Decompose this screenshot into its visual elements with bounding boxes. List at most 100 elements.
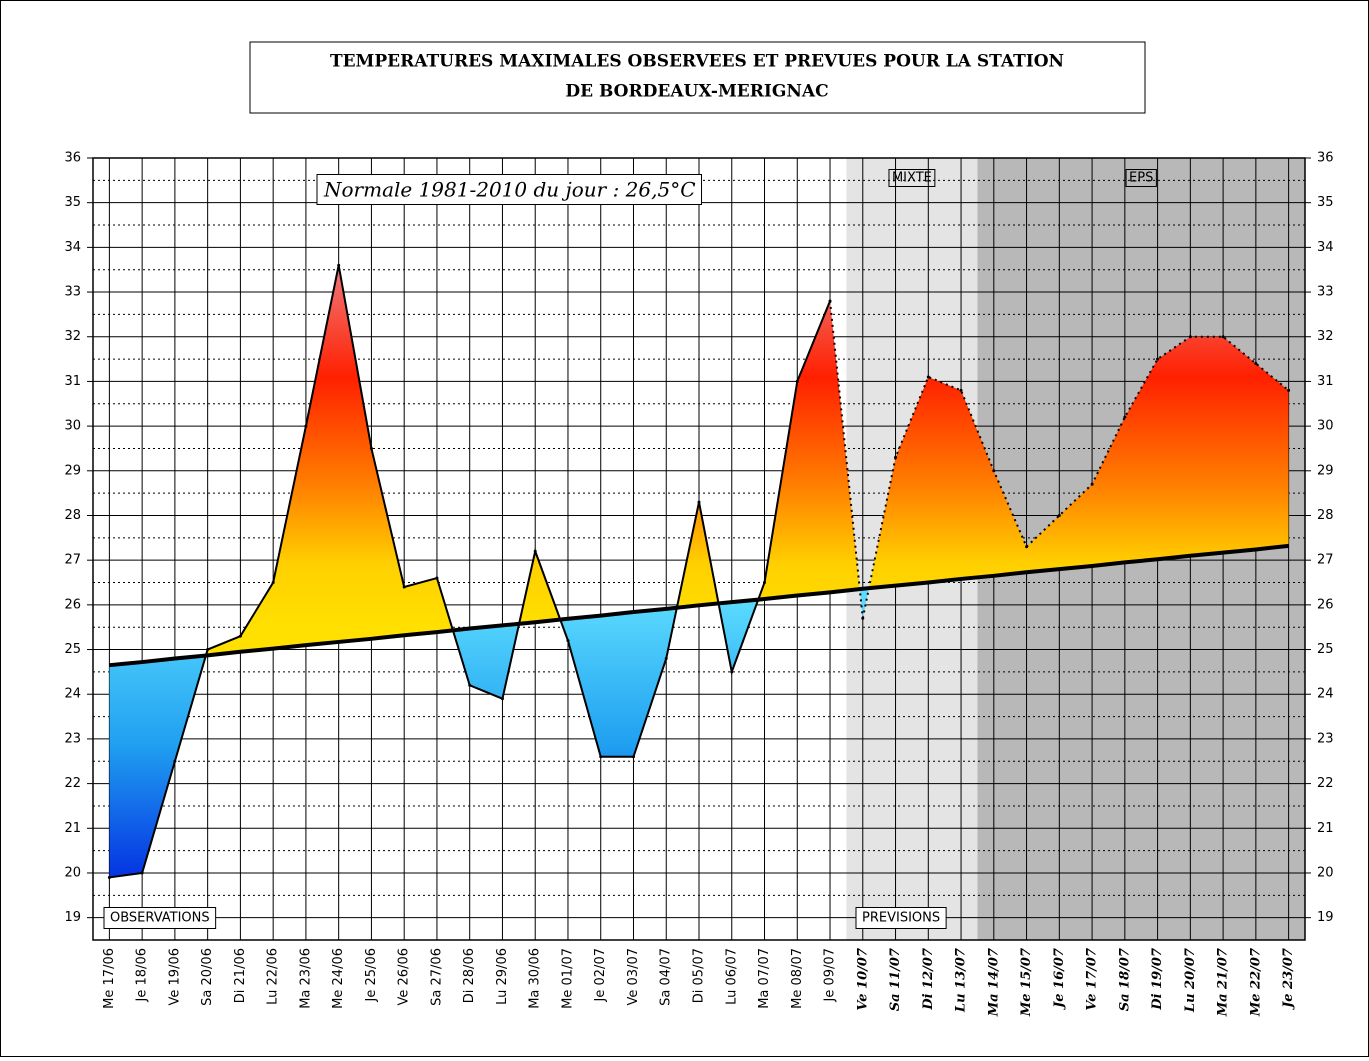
- point: [1254, 362, 1258, 366]
- point: [107, 875, 111, 879]
- y-tick-label: 21: [1317, 821, 1334, 836]
- point: [402, 585, 406, 589]
- point: [1057, 513, 1061, 517]
- y-tick-label: 26: [64, 597, 81, 612]
- y-tick-label: 34: [64, 240, 81, 255]
- zone-label: EPS: [1129, 171, 1153, 186]
- point: [1123, 415, 1127, 419]
- x-tick-label: Sa 18/07: [1117, 948, 1132, 1011]
- x-tick-label: Sa 27/06: [429, 948, 444, 1006]
- title-box: [249, 41, 1146, 114]
- x-tick-label: Lu 06/07: [724, 948, 739, 1005]
- y-tick-label: 32: [64, 329, 81, 344]
- point: [894, 455, 898, 459]
- point: [861, 616, 865, 620]
- y-tick-label: 20: [64, 865, 81, 880]
- x-tick-label: Me 22/07: [1248, 948, 1263, 1017]
- point: [828, 299, 832, 303]
- point: [599, 755, 603, 759]
- y-tick-label: 24: [64, 687, 81, 702]
- point: [140, 871, 144, 875]
- x-tick-label: Me 17/06: [102, 948, 117, 1009]
- point: [566, 639, 570, 643]
- point: [795, 379, 799, 383]
- x-tick-label: Ma 21/07: [1216, 948, 1231, 1017]
- x-tick-label: Me 24/06: [331, 948, 346, 1009]
- y-tick-label: 33: [1317, 285, 1334, 300]
- point: [435, 576, 439, 580]
- point: [1188, 335, 1192, 339]
- point: [500, 697, 504, 701]
- x-tick-label: Di 19/07: [1150, 948, 1165, 1011]
- x-tick-label: Je 16/07: [1052, 948, 1067, 1011]
- y-tick-label: 30: [64, 419, 81, 434]
- chart-title: TEMPERATURES MAXIMALES OBSERVEES ET PREV…: [330, 52, 1064, 72]
- x-tick-label: Ma 23/06: [298, 948, 313, 1009]
- zone-label: MIXTE: [892, 171, 932, 186]
- x-tick-label: Ma 30/06: [528, 948, 543, 1009]
- y-tick-label: 29: [1317, 463, 1334, 478]
- observations-label-box: [103, 907, 217, 929]
- y-tick-label: 35: [64, 195, 81, 210]
- y-tick-label: 19: [1317, 910, 1334, 925]
- y-tick-label: 32: [1317, 329, 1334, 344]
- point: [369, 446, 373, 450]
- x-tick-label: Ve 10/07: [855, 948, 870, 1011]
- point: [959, 388, 963, 392]
- y-tick-label: 19: [64, 910, 81, 925]
- x-tick-label: Lu 29/06: [495, 948, 510, 1005]
- y-tick-label: 36: [64, 151, 81, 166]
- annotation: Normale 1981-2010 du jour : 26,5°C: [323, 178, 696, 202]
- x-tick-label: Di 12/07: [921, 948, 936, 1011]
- y-tick-label: 21: [64, 821, 81, 836]
- x-tick-label: Je 23/07: [1281, 948, 1296, 1011]
- y-tick-label: 23: [1317, 731, 1334, 746]
- point: [1287, 388, 1291, 392]
- y-tick-label: 27: [1317, 553, 1334, 568]
- x-tick-label: Ve 17/07: [1085, 948, 1100, 1011]
- x-tick-label: Me 01/07: [560, 948, 575, 1009]
- x-tick-label: Je 25/06: [364, 948, 379, 1002]
- y-tick-label: 30: [1317, 419, 1334, 434]
- y-tick-label: 27: [64, 553, 81, 568]
- y-tick-label: 24: [1317, 687, 1334, 702]
- annotation-box: [316, 174, 703, 205]
- point: [206, 648, 210, 652]
- y-tick-label: 22: [64, 776, 81, 791]
- x-tick-label: Je 09/07: [823, 948, 838, 1002]
- y-tick-label: 34: [1317, 240, 1334, 255]
- forecast-line: [861, 335, 1290, 619]
- y-tick-label: 36: [1317, 151, 1334, 166]
- point: [1025, 545, 1029, 549]
- y-tick-label: 23: [64, 731, 81, 746]
- y-tick-label: 31: [1317, 374, 1334, 389]
- x-tick-label: Lu 20/07: [1183, 948, 1198, 1013]
- connector: [829, 300, 864, 619]
- point: [763, 581, 767, 585]
- x-tick-label: Ve 19/06: [167, 948, 182, 1005]
- point: [730, 670, 734, 674]
- zone-label-box: [1125, 169, 1157, 187]
- x-tick-label: Ma 07/07: [757, 948, 772, 1009]
- point: [173, 759, 177, 763]
- x-tick-label: Je 02/07: [593, 948, 608, 1002]
- observations-label: OBSERVATIONS: [110, 911, 210, 926]
- point: [664, 656, 668, 660]
- y-tick-label: 33: [64, 285, 81, 300]
- previsions-label-box: [855, 907, 947, 929]
- point: [1090, 482, 1094, 486]
- point: [337, 263, 341, 267]
- plot-frame: [92, 157, 1306, 941]
- x-tick-label: Ve 03/07: [626, 948, 641, 1005]
- y-tick-label: 31: [64, 374, 81, 389]
- y-tick-label: 25: [64, 642, 81, 657]
- warm-area: [109, 265, 1289, 666]
- x-tick-label: Sa 20/06: [200, 948, 215, 1006]
- y-tick-label: 22: [1317, 776, 1334, 791]
- zone-label-box: [888, 169, 936, 187]
- y-tick-label: 35: [1317, 195, 1334, 210]
- point: [631, 755, 635, 759]
- x-tick-label: Sa 04/07: [659, 948, 674, 1006]
- y-tick-label: 25: [1317, 642, 1334, 657]
- point: [468, 683, 472, 687]
